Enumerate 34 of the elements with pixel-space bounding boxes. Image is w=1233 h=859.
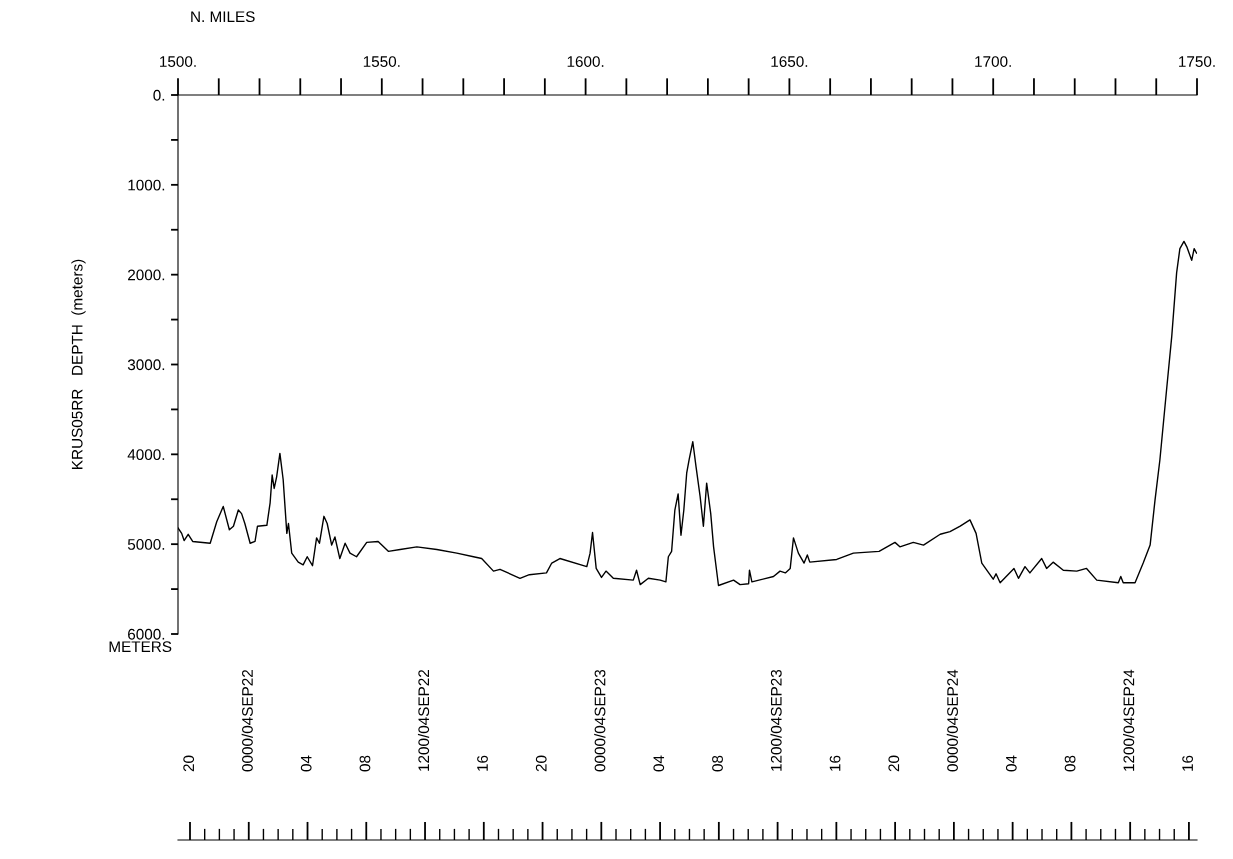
x2-tick-label: 0000/04SEP23 xyxy=(594,669,606,772)
x-tick-label: 1550. xyxy=(363,56,400,67)
x2-tick-label: 20 xyxy=(183,755,195,772)
x2-tick-label: 1200/04SEP24 xyxy=(1123,669,1135,771)
x-tick-label: 1750. xyxy=(1179,56,1215,67)
x-tick-label: 1500. xyxy=(160,56,196,67)
x2-tick-label: 16 xyxy=(829,755,841,771)
x2-tick-label: 04 xyxy=(653,755,665,772)
x2-tick-label: 1200/04SEP23 xyxy=(770,669,782,771)
x2-tick-label: 16 xyxy=(1182,755,1194,771)
x2-tick-label: 16 xyxy=(477,755,488,771)
x-axis-title: N. MILES xyxy=(191,11,255,23)
x2-tick-label: 08 xyxy=(1064,755,1076,772)
x2-tick-label: 08 xyxy=(712,755,723,772)
y-tick-label: 3000. xyxy=(127,359,165,371)
x2-tick-label: 04 xyxy=(300,755,312,772)
x2-tick-label: 20 xyxy=(888,755,900,772)
x2-tick-label: 20 xyxy=(535,755,547,772)
x2-tick-label: 0000/04SEP22 xyxy=(241,669,253,772)
x2-tick-label: 08 xyxy=(359,755,371,772)
y-tick-label: 4000. xyxy=(127,449,165,461)
x2-tick-label: 0000/04SEP24 xyxy=(946,669,958,772)
y-axis-title: KRUS05RR DEPTH (meters) xyxy=(71,259,86,469)
x-tick-label: 1650. xyxy=(771,56,808,67)
y-tick-label: 2000. xyxy=(128,269,165,281)
x2-tick-label: 1200/04SEP22 xyxy=(417,669,430,771)
x-tick-label: 1600. xyxy=(567,56,604,67)
y-tick-label: 6000. xyxy=(128,628,165,640)
text: METERS xyxy=(109,641,172,653)
y-tick-label: 0. xyxy=(153,89,165,101)
y-tick-label: 5000. xyxy=(127,539,165,550)
x2-tick-label: 04 xyxy=(1005,755,1017,772)
y-tick-label: 1000. xyxy=(128,179,165,191)
x-tick-label: 1700. xyxy=(975,56,1011,67)
